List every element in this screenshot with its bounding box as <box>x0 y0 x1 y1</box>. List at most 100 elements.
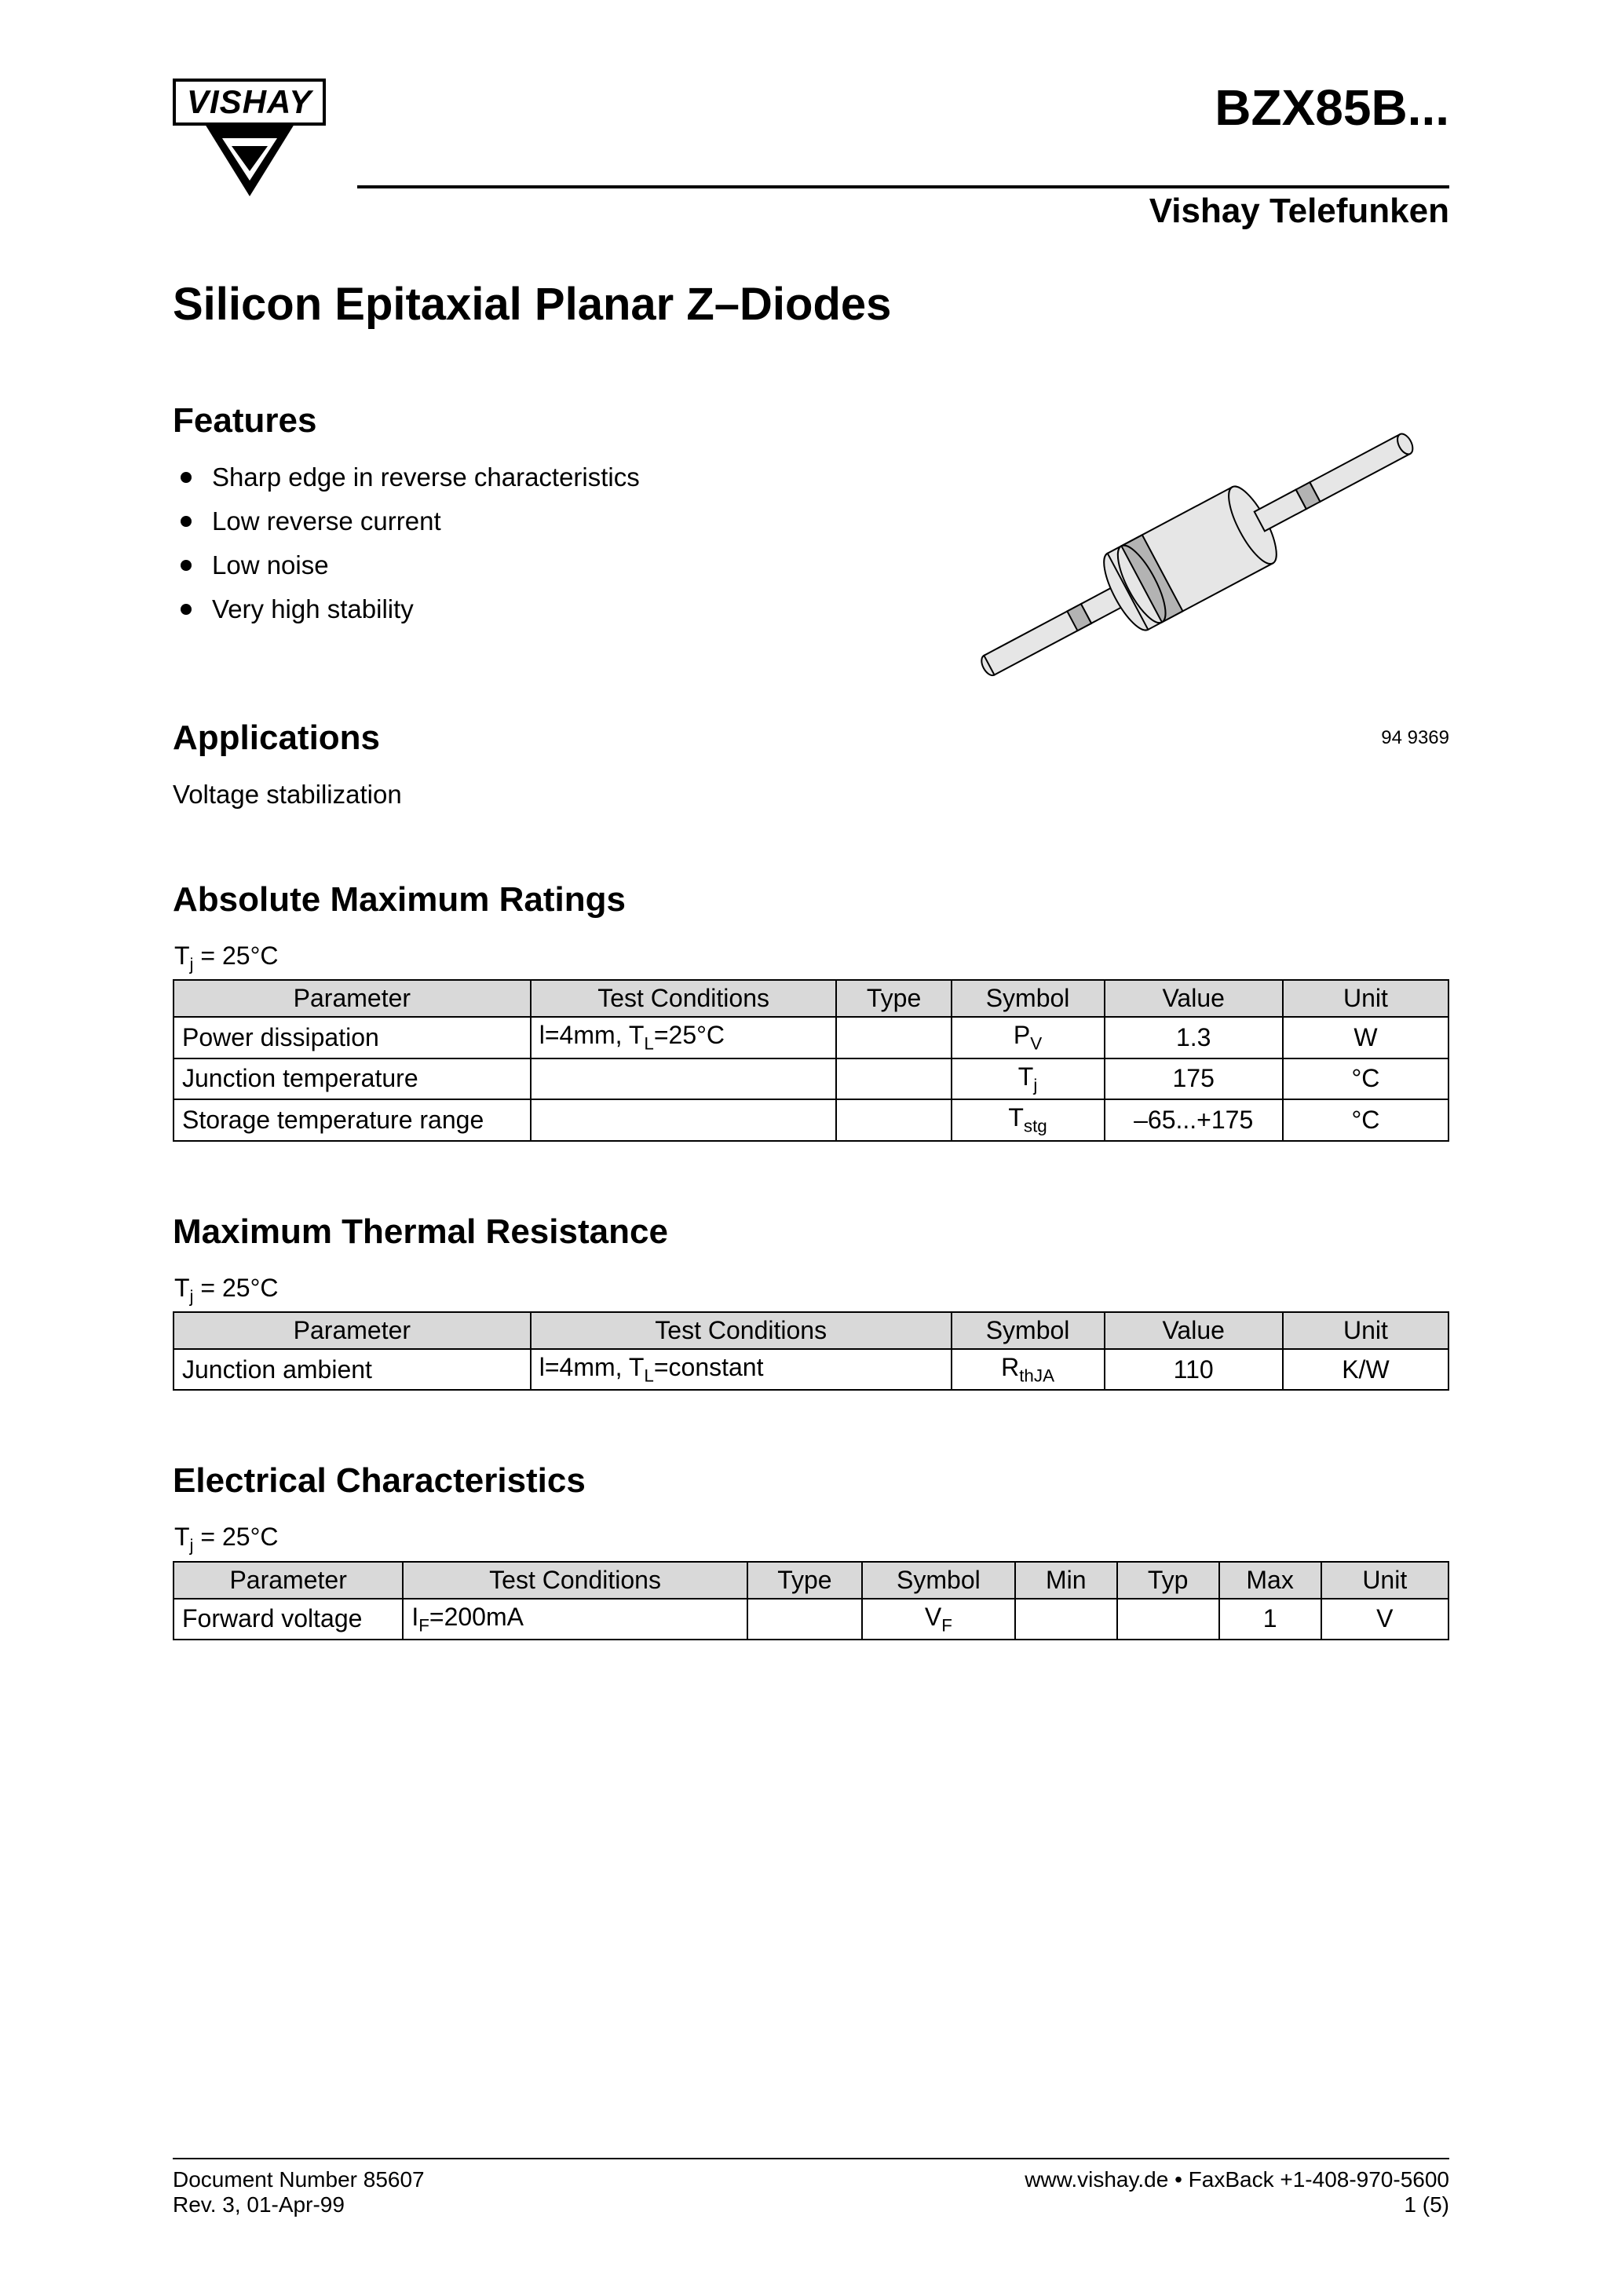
cell-test: IF=200mA <box>403 1599 747 1640</box>
cell-parameter: Storage temperature range <box>174 1099 531 1140</box>
col-test: Test Conditions <box>531 980 837 1017</box>
col-type: Type <box>836 980 951 1017</box>
cell-value: 110 <box>1105 1349 1283 1390</box>
cell-parameter: Junction temperature <box>174 1058 531 1099</box>
header-right: BZX85B... Vishay Telefunken <box>357 79 1449 231</box>
cell-test <box>531 1099 837 1140</box>
col-typ: Typ <box>1117 1562 1219 1599</box>
footer-rev: Rev. 3, 01-Apr-99 <box>173 2192 425 2217</box>
cell-symbol: VF <box>862 1599 1015 1640</box>
col-parameter: Parameter <box>174 1562 403 1599</box>
col-min: Min <box>1015 1562 1117 1599</box>
diode-figure <box>931 401 1449 715</box>
applications-heading: Applications <box>173 718 900 758</box>
col-unit: Unit <box>1283 980 1448 1017</box>
table-row: Power dissipation l=4mm, TL=25°C PV 1.3 … <box>174 1017 1448 1058</box>
mtr-condition: Tj = 25°C <box>174 1274 1449 1307</box>
ec-table: Parameter Test Conditions Type Symbol Mi… <box>173 1561 1449 1640</box>
cell-value: –65...+175 <box>1105 1099 1283 1140</box>
logo-text: VISHAY <box>173 79 326 126</box>
table-row: Junction ambient l=4mm, TL=constant RthJ… <box>174 1349 1448 1390</box>
page-header: VISHAY BZX85B... Vishay Telefunken <box>173 79 1449 231</box>
table-row: Forward voltage IF=200mA VF 1 V <box>174 1599 1448 1640</box>
cell-unit: W <box>1283 1017 1448 1058</box>
amr-section: Absolute Maximum Ratings Tj = 25°C Param… <box>173 880 1449 1142</box>
col-symbol: Symbol <box>862 1562 1015 1599</box>
col-symbol: Symbol <box>952 980 1105 1017</box>
footer-url: www.vishay.de • FaxBack +1-408-970-5600 <box>1025 2167 1449 2192</box>
cell-unit: °C <box>1283 1099 1448 1140</box>
cell-symbol: Tstg <box>952 1099 1105 1140</box>
cell-test: l=4mm, TL=constant <box>531 1349 952 1390</box>
document-title: Silicon Epitaxial Planar Z–Diodes <box>173 278 1449 331</box>
vishay-logo: VISHAY <box>173 79 326 199</box>
cell-symbol: PV <box>952 1017 1105 1058</box>
cell-test <box>531 1058 837 1099</box>
cell-type <box>836 1099 951 1140</box>
mtr-section: Maximum Thermal Resistance Tj = 25°C Par… <box>173 1212 1449 1391</box>
col-value: Value <box>1105 1312 1283 1349</box>
amr-heading: Absolute Maximum Ratings <box>173 880 1449 919</box>
header-rule <box>357 185 1449 188</box>
table-header-row: Parameter Test Conditions Symbol Value U… <box>174 1312 1448 1349</box>
mtr-table: Parameter Test Conditions Symbol Value U… <box>173 1311 1449 1391</box>
cell-parameter: Power dissipation <box>174 1017 531 1058</box>
col-max: Max <box>1219 1562 1321 1599</box>
footer-right: www.vishay.de • FaxBack +1-408-970-5600 … <box>1025 2167 1449 2217</box>
cell-test: l=4mm, TL=25°C <box>531 1017 837 1058</box>
col-test: Test Conditions <box>531 1312 952 1349</box>
table-row: Junction temperature Tj 175 °C <box>174 1058 1448 1099</box>
cell-type <box>836 1058 951 1099</box>
cell-type <box>836 1017 951 1058</box>
col-value: Value <box>1105 980 1283 1017</box>
cell-max: 1 <box>1219 1599 1321 1640</box>
cell-symbol: RthJA <box>952 1349 1105 1390</box>
table-header-row: Parameter Test Conditions Type Symbol Va… <box>174 980 1448 1017</box>
cell-unit: K/W <box>1283 1349 1448 1390</box>
features-list: Sharp edge in reverse characteristics Lo… <box>173 462 900 624</box>
ec-section: Electrical Characteristics Tj = 25°C Par… <box>173 1461 1449 1640</box>
col-parameter: Parameter <box>174 1312 531 1349</box>
amr-table: Parameter Test Conditions Type Symbol Va… <box>173 979 1449 1141</box>
cell-min <box>1015 1599 1117 1640</box>
feature-item: Very high stability <box>181 594 900 624</box>
cell-value: 175 <box>1105 1058 1283 1099</box>
intro-left: Features Sharp edge in reverse character… <box>173 401 900 810</box>
col-test: Test Conditions <box>403 1562 747 1599</box>
footer-page: 1 (5) <box>1025 2192 1449 2217</box>
cell-type <box>747 1599 862 1640</box>
logo-triangle-icon <box>191 124 309 199</box>
mtr-heading: Maximum Thermal Resistance <box>173 1212 1449 1252</box>
cell-parameter: Forward voltage <box>174 1599 403 1640</box>
footer-left: Document Number 85607 Rev. 3, 01-Apr-99 <box>173 2167 425 2217</box>
cell-value: 1.3 <box>1105 1017 1283 1058</box>
col-parameter: Parameter <box>174 980 531 1017</box>
applications-block: Applications Voltage stabilization <box>173 718 900 810</box>
cell-parameter: Junction ambient <box>174 1349 531 1390</box>
intro-row: Features Sharp edge in reverse character… <box>173 401 1449 810</box>
ec-heading: Electrical Characteristics <box>173 1461 1449 1501</box>
table-header-row: Parameter Test Conditions Type Symbol Mi… <box>174 1562 1448 1599</box>
part-number: BZX85B... <box>357 79 1449 137</box>
cell-unit: °C <box>1283 1058 1448 1099</box>
cell-unit: V <box>1321 1599 1448 1640</box>
footer-docnum: Document Number 85607 <box>173 2167 425 2192</box>
amr-condition: Tj = 25°C <box>174 941 1449 974</box>
cell-symbol: Tj <box>952 1058 1105 1099</box>
cell-typ <box>1117 1599 1219 1640</box>
intro-right: 94 9369 <box>915 401 1449 810</box>
col-symbol: Symbol <box>952 1312 1105 1349</box>
page-footer: Document Number 85607 Rev. 3, 01-Apr-99 … <box>173 2158 1449 2217</box>
features-heading: Features <box>173 401 900 441</box>
col-type: Type <box>747 1562 862 1599</box>
ec-condition: Tj = 25°C <box>174 1523 1449 1556</box>
brand-line: Vishay Telefunken <box>357 192 1449 231</box>
feature-item: Sharp edge in reverse characteristics <box>181 462 900 492</box>
feature-item: Low reverse current <box>181 506 900 536</box>
table-row: Storage temperature range Tstg –65...+17… <box>174 1099 1448 1140</box>
feature-item: Low noise <box>181 550 900 580</box>
col-unit: Unit <box>1321 1562 1448 1599</box>
applications-text: Voltage stabilization <box>173 780 900 810</box>
figure-id: 94 9369 <box>1381 727 1449 749</box>
col-unit: Unit <box>1283 1312 1448 1349</box>
